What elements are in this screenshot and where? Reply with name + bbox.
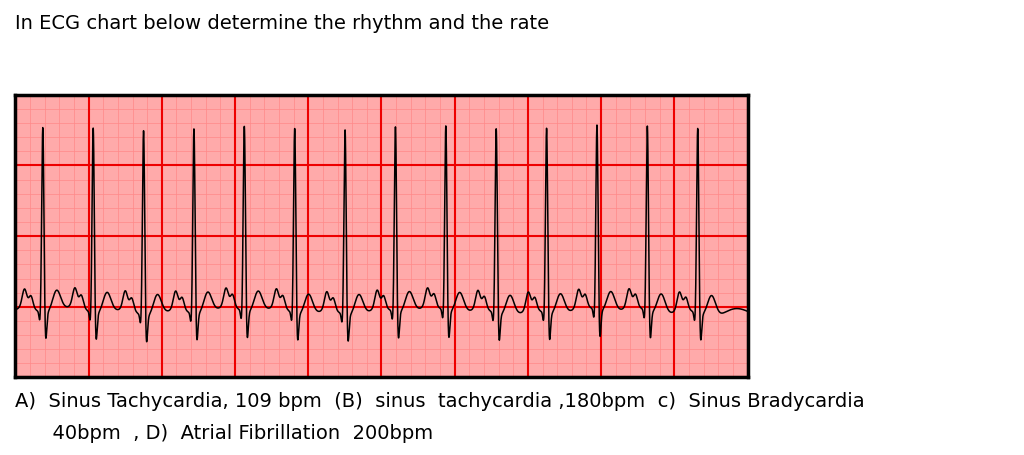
Text: 40bpm  , D)  Atrial Fibrillation  200bpm: 40bpm , D) Atrial Fibrillation 200bpm [15,423,433,442]
Text: In ECG chart below determine the rhythm and the rate: In ECG chart below determine the rhythm … [15,14,550,33]
Text: A)  Sinus Tachycardia, 109 bpm  (B)  sinus  tachycardia ,180bpm  c)  Sinus Brady: A) Sinus Tachycardia, 109 bpm (B) sinus … [15,391,865,410]
